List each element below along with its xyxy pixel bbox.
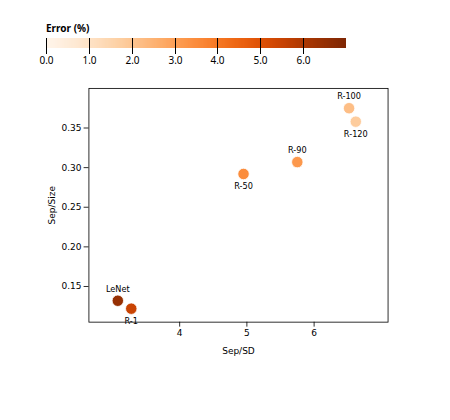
svg-text:R-120: R-120 <box>344 129 368 139</box>
svg-text:5.0: 5.0 <box>253 53 267 67</box>
svg-text:R-50: R-50 <box>234 181 253 191</box>
svg-text:LeNet: LeNet <box>106 284 130 294</box>
svg-text:Sep/SD: Sep/SD <box>222 346 255 356</box>
svg-text:0.25: 0.25 <box>62 202 82 212</box>
svg-text:4: 4 <box>177 328 183 338</box>
svg-text:0.20: 0.20 <box>62 242 82 252</box>
svg-text:0.0: 0.0 <box>39 53 53 67</box>
svg-text:0.30: 0.30 <box>62 163 82 173</box>
svg-text:Error (%): Error (%) <box>46 21 89 35</box>
svg-text:1.0: 1.0 <box>82 53 96 67</box>
svg-text:R-90: R-90 <box>288 145 307 155</box>
svg-text:6: 6 <box>311 328 317 338</box>
svg-text:2.0: 2.0 <box>125 53 139 67</box>
svg-text:0.15: 0.15 <box>62 281 82 291</box>
svg-text:0.35: 0.35 <box>62 123 82 133</box>
svg-text:6.0: 6.0 <box>296 53 310 67</box>
svg-text:Sep/Size: Sep/Size <box>47 186 57 225</box>
svg-text:R-100: R-100 <box>337 91 361 101</box>
svg-text:4.0: 4.0 <box>210 53 224 67</box>
svg-text:3.0: 3.0 <box>168 53 182 67</box>
svg-text:5: 5 <box>244 328 250 338</box>
svg-text:R-1: R-1 <box>125 316 138 326</box>
